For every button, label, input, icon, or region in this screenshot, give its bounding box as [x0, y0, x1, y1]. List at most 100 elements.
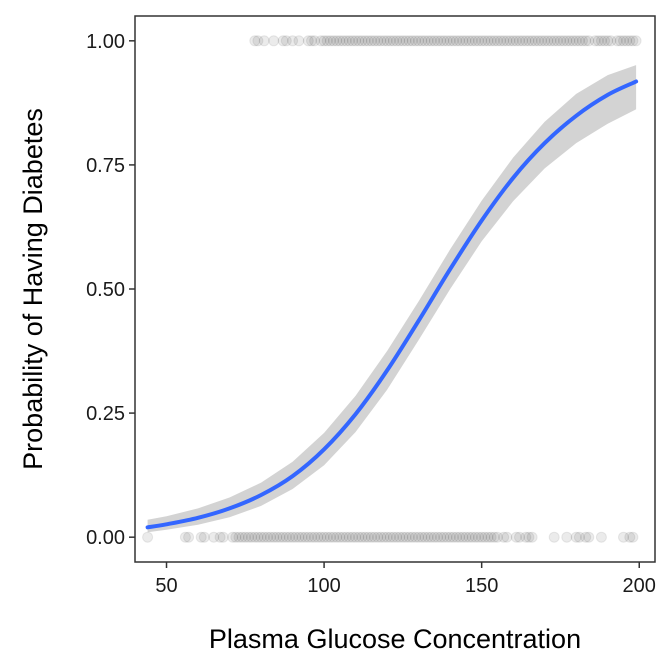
data-point-outcome-0 — [236, 531, 248, 543]
data-point-outcome-1 — [469, 35, 481, 47]
data-point-outcome-1 — [403, 35, 415, 47]
data-point-outcome-1 — [536, 35, 547, 47]
data-point-outcome-1 — [416, 35, 428, 47]
data-point-outcome-1 — [435, 35, 447, 47]
data-point-outcome-1 — [397, 35, 409, 47]
data-point-outcome-0 — [501, 531, 513, 543]
data-point-outcome-1 — [526, 35, 538, 47]
data-point-outcome-0 — [463, 531, 475, 543]
data-point-outcome-0 — [233, 531, 245, 543]
data-point-outcome-0 — [469, 531, 481, 543]
data-point-outcome-1 — [277, 35, 289, 47]
data-point-outcome-1 — [602, 35, 614, 47]
data-point-outcome-0 — [183, 531, 195, 543]
data-point-outcome-1 — [422, 35, 434, 47]
data-point-outcome-0 — [432, 531, 443, 543]
data-point-outcome-0 — [315, 531, 327, 543]
data-point-outcome-0 — [271, 531, 283, 543]
data-point-outcome-1 — [614, 35, 626, 47]
data-point-outcome-1 — [425, 35, 437, 47]
data-point-outcome-0 — [287, 531, 299, 543]
data-point-outcome-1 — [605, 35, 617, 47]
data-point-outcome-0 — [274, 531, 286, 543]
data-point-outcome-0 — [265, 531, 276, 543]
data-point-outcome-0 — [400, 531, 412, 543]
data-point-outcome-0 — [520, 531, 532, 543]
data-point-outcome-0 — [438, 531, 450, 543]
data-point-outcome-0 — [324, 531, 336, 543]
data-point-outcome-0 — [444, 531, 456, 543]
data-point-outcome-1 — [561, 35, 573, 47]
data-point-outcome-0 — [195, 531, 207, 543]
data-point-outcome-0 — [340, 531, 352, 543]
data-point-outcome-0 — [306, 531, 317, 543]
data-point-outcome-1 — [501, 35, 513, 47]
data-point-outcome-0 — [179, 531, 191, 543]
y-tick-label: 0.00 — [86, 527, 125, 549]
data-point-outcome-1 — [498, 35, 510, 47]
data-point-outcome-0 — [391, 531, 403, 543]
data-point-outcome-1 — [539, 35, 551, 47]
y-tick-label: 0.75 — [86, 155, 125, 177]
data-point-outcome-1 — [350, 35, 362, 47]
data-point-outcome-1 — [454, 35, 466, 47]
data-point-outcome-0 — [422, 531, 434, 543]
data-point-outcome-0 — [428, 531, 440, 543]
data-point-outcome-0 — [624, 531, 636, 543]
data-point-outcome-1 — [567, 35, 579, 47]
data-point-outcome-1 — [328, 35, 339, 47]
data-point-outcome-1 — [441, 35, 453, 47]
data-point-outcome-1 — [491, 35, 503, 47]
data-point-outcome-0 — [369, 531, 380, 543]
data-point-outcome-1 — [482, 35, 494, 47]
data-point-outcome-0 — [482, 531, 494, 543]
data-point-outcome-0 — [312, 531, 324, 543]
data-point-outcome-0 — [255, 531, 267, 543]
data-point-outcome-0 — [526, 531, 538, 543]
data-point-outcome-0 — [387, 531, 399, 543]
data-point-outcome-0 — [249, 531, 261, 543]
y-axis-ticks: 0.00 0.25 0.50 0.75 1.00 — [86, 31, 135, 549]
data-point-outcome-0 — [299, 531, 311, 543]
data-point-outcome-0 — [580, 531, 592, 543]
data-point-outcome-0 — [353, 531, 365, 543]
data-point-outcome-0 — [523, 531, 535, 543]
data-point-outcome-0 — [258, 531, 270, 543]
data-point-outcome-0 — [447, 531, 459, 543]
data-point-outcome-1 — [485, 35, 497, 47]
data-point-outcome-0 — [337, 531, 349, 543]
data-point-outcome-1 — [356, 35, 368, 47]
data-point-outcome-0 — [246, 531, 258, 543]
data-point-outcome-1 — [369, 35, 380, 47]
data-point-outcome-0 — [595, 531, 607, 543]
fitted-logistic-curve — [145, 79, 639, 530]
data-point-outcome-0 — [375, 531, 387, 543]
x-tick-label: 200 — [623, 575, 656, 597]
data-point-outcome-0 — [485, 531, 497, 543]
x-tick-label: 150 — [465, 575, 498, 597]
data-point-outcome-1 — [347, 35, 358, 47]
data-point-outcome-1 — [444, 35, 456, 47]
data-point-outcome-0 — [208, 531, 220, 543]
data-point-outcome-0 — [359, 531, 371, 543]
data-point-outcome-0 — [283, 531, 295, 543]
data-point-outcome-0 — [451, 531, 462, 543]
data-point-outcome-0 — [227, 531, 239, 543]
data-point-outcome-1 — [331, 35, 343, 47]
data-point-outcome-1 — [258, 35, 270, 47]
data-point-outcome-1 — [419, 35, 431, 47]
data-point-outcome-0 — [397, 531, 409, 543]
data-point-outcome-0 — [372, 531, 384, 543]
data-point-outcome-0 — [473, 531, 484, 543]
data-point-outcome-0 — [356, 531, 368, 543]
data-point-outcome-1 — [324, 35, 336, 47]
data-point-outcome-1 — [618, 35, 629, 47]
x-axis-title: Plasma Glucose Concentration — [209, 624, 581, 654]
data-point-outcome-1 — [353, 35, 365, 47]
data-point-outcome-1 — [410, 35, 421, 47]
x-tick-label: 100 — [307, 575, 340, 597]
data-point-outcome-0 — [618, 531, 629, 543]
data-point-outcome-0 — [239, 531, 251, 543]
data-point-outcome-1 — [306, 35, 317, 47]
data-point-outcome-1 — [280, 35, 292, 47]
